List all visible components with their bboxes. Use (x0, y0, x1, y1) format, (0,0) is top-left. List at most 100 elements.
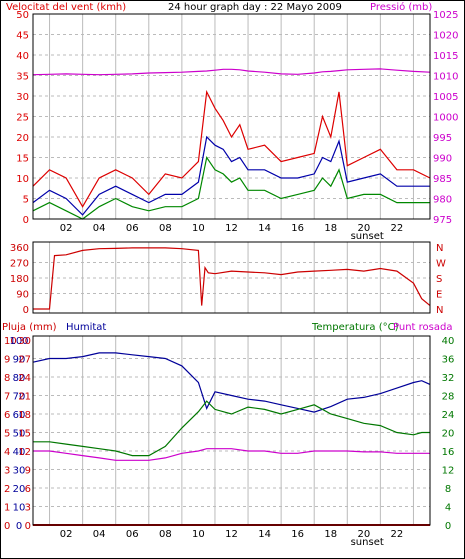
wind-speed-tick: 20 (16, 133, 29, 144)
rain-tick: 0 (4, 521, 10, 532)
temperature-hour-tick: 10 (192, 529, 205, 540)
temperature-tick: 24 (442, 410, 455, 421)
direction-degree-labels: 360 270 180 90 0 (10, 243, 29, 316)
temperature-tick-labels: 0 4 8 12 16 20 24 28 32 36 40 (442, 336, 455, 532)
pressure-tick: 995 (433, 133, 452, 144)
rain-tick: 1 (4, 503, 10, 514)
temperature-tick: 4 (445, 503, 451, 514)
pressure-tick: 980 (433, 195, 452, 206)
wind-hour-tick: 02 (60, 223, 73, 234)
secondary-tick: 18 (18, 410, 31, 421)
pressure-tick: 1025 (433, 10, 458, 21)
humidity-tick: 10 (13, 503, 26, 514)
wind-pressure-panel: Velocitat del vent (kmh) 24 hour graph d… (6, 1, 458, 242)
secondary-tick: 0 (25, 521, 31, 532)
pressure-tick: 1000 (433, 113, 458, 124)
direction-series-line (33, 247, 431, 310)
humidity-tick: 100 (9, 336, 28, 347)
rain-tick-labels: 0 1 2 3 4 5 6 7 8 9 10 (4, 336, 17, 532)
rain-tick: 2 (4, 484, 10, 495)
temperature-series-line-humidity (32, 352, 431, 413)
wind-hour-tick: 18 (324, 223, 337, 234)
wind-speed-tick: 45 (16, 31, 29, 42)
temperature-series-line-temperature (33, 400, 430, 457)
wind-speed-tick: 15 (16, 154, 29, 165)
temperature-hour-tick: 16 (291, 529, 304, 540)
direction-compass-tick: W (436, 259, 446, 270)
humidity-tick: 40 (13, 447, 26, 458)
wind-hour-tick: 16 (291, 223, 304, 234)
temperature-tick: 0 (445, 521, 451, 532)
rain-axis-title: Pluja (mm) (2, 322, 57, 333)
humidity-axis-title: Humitat (66, 322, 106, 333)
temperature-hour-tick: 02 (60, 529, 73, 540)
wind-speed-tick: 5 (23, 195, 29, 206)
wind-series-line-gust (32, 89, 431, 208)
temperature-tick: 36 (442, 355, 455, 366)
wind-speed-tick: 30 (16, 92, 29, 103)
wind-hour-tick: 12 (225, 223, 238, 234)
wind-speed-axis-title: Velocitat del vent (kmh) (6, 2, 126, 13)
direction-degree-tick: 360 (10, 243, 29, 254)
humidity-tick: 90 (13, 355, 26, 366)
humidity-tick: 30 (13, 466, 26, 477)
direction-grid (33, 242, 430, 313)
wind-speed-tick: 0 (23, 215, 29, 226)
secondary-tick: 24 (18, 373, 31, 384)
secondary-tick: 9 (25, 466, 31, 477)
temperature-hour-tick: 08 (159, 529, 172, 540)
rain-tick: 3 (4, 466, 10, 477)
temperature-grid (33, 336, 430, 525)
temperature-tick: 40 (442, 336, 455, 347)
direction-degree-tick: 180 (10, 274, 29, 285)
chart-title: 24 hour graph day : 22 Mayo 2009 (168, 2, 342, 13)
pressure-tick: 1005 (433, 92, 458, 103)
temperature-hour-tick: 14 (258, 529, 271, 540)
temperature-hour-tick: 04 (93, 529, 106, 540)
temperature-axis-title: Temperatura (°C) (311, 322, 399, 333)
rain-tick: 7 (4, 392, 10, 403)
humidity-tick: 70 (13, 392, 26, 403)
humidity-tick: 50 (13, 429, 26, 440)
direction-compass-tick: N (436, 243, 443, 254)
rain-tick: 4 (4, 447, 10, 458)
temperature-hour-tick: 18 (324, 529, 337, 540)
temperature-tick: 12 (442, 466, 455, 477)
wind-hour-tick: 22 (391, 223, 404, 234)
wind-series-group (32, 68, 431, 220)
temperature-tick: 8 (445, 484, 451, 495)
humidity-tick: 0 (16, 521, 22, 532)
direction-degree-tick: 270 (10, 259, 29, 270)
temperature-tick: 32 (442, 373, 455, 384)
wind-grid (33, 14, 430, 219)
wind-hour-tick: 10 (192, 223, 205, 234)
temperature-hour-tick: 12 (225, 529, 238, 540)
temperature-hour-tick: 06 (126, 529, 139, 540)
direction-compass-tick: N (436, 305, 443, 316)
pressure-tick: 985 (433, 174, 452, 185)
pressure-tick-labels: 975 980 985 990 995 1000 1005 1010 1015 1020 1025 (433, 10, 458, 226)
secondary-tick: 27 (18, 355, 31, 366)
temperature-hour-tick: 20 (357, 529, 370, 540)
pressure-tick: 1020 (433, 31, 458, 42)
humidity-tick: 60 (13, 410, 26, 421)
direction-degree-tick: 90 (16, 290, 29, 301)
wind-hour-tick: 20 (357, 223, 370, 234)
rain-tick: 9 (4, 355, 10, 366)
secondary-tick: 6 (25, 484, 31, 495)
temperature-series-group (32, 352, 431, 526)
pressure-axis-title: Pressió (mb) (370, 1, 432, 13)
secondary-tick: 30 (18, 336, 31, 347)
wind-series-line-pressure (32, 68, 431, 76)
temperature-tick: 20 (442, 429, 455, 440)
wind-speed-tick: 40 (16, 51, 29, 62)
rain-tick: 5 (4, 429, 10, 440)
temperature-hour-tick-labels: 02 04 06 08 10 12 14 16 18 20 22 (60, 529, 404, 540)
humidity-tick: 20 (13, 484, 26, 495)
temperature-tick: 16 (442, 447, 455, 458)
